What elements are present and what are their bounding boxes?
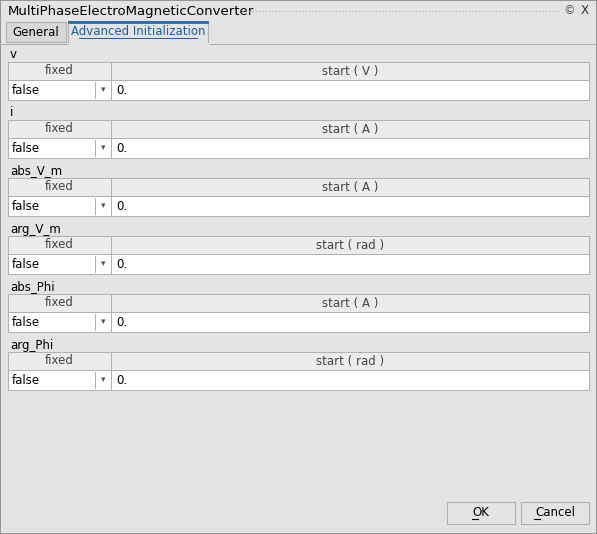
Text: 0.: 0. (116, 83, 127, 97)
Bar (68, 21, 208, 44)
Text: 0.: 0. (116, 373, 127, 387)
Text: fixed: fixed (45, 355, 74, 367)
Text: MultiPhaseElectroMagneticConverter: MultiPhaseElectroMagneticConverter (8, 4, 254, 18)
Text: start ( A ): start ( A ) (322, 296, 378, 310)
Bar (6, 22, 66, 42)
Text: OK: OK (473, 507, 490, 520)
Text: false: false (12, 316, 40, 328)
Text: false: false (12, 373, 40, 387)
Text: start ( rad ): start ( rad ) (316, 239, 384, 252)
Bar (8, 294, 589, 312)
Bar (521, 502, 589, 524)
Text: abs_Phi: abs_Phi (10, 280, 54, 294)
Text: fixed: fixed (45, 65, 74, 77)
Text: v: v (10, 49, 17, 61)
Text: 0.: 0. (116, 200, 127, 213)
Text: ▾: ▾ (101, 318, 105, 326)
Bar (8, 254, 589, 274)
Bar (8, 120, 589, 138)
Text: ▾: ▾ (101, 144, 105, 153)
Text: fixed: fixed (45, 122, 74, 136)
Text: fixed: fixed (45, 296, 74, 310)
Bar (8, 62, 589, 80)
Bar (8, 178, 589, 196)
Text: start ( A ): start ( A ) (322, 122, 378, 136)
Text: false: false (12, 83, 40, 97)
Text: X: X (581, 4, 589, 18)
Text: arg_V_m: arg_V_m (10, 223, 61, 235)
Text: ©: © (563, 4, 575, 18)
Text: start ( A ): start ( A ) (322, 180, 378, 193)
Text: abs_V_m: abs_V_m (10, 164, 62, 177)
Text: start ( rad ): start ( rad ) (316, 355, 384, 367)
Text: false: false (12, 142, 40, 154)
Text: i: i (10, 106, 13, 120)
Text: Advanced Initialization: Advanced Initialization (71, 25, 205, 38)
Bar (8, 196, 589, 216)
Bar (8, 370, 589, 390)
Text: arg_Phi: arg_Phi (10, 339, 53, 351)
Text: fixed: fixed (45, 180, 74, 193)
Text: ▾: ▾ (101, 85, 105, 95)
Text: Cancel: Cancel (535, 507, 575, 520)
Bar (447, 502, 515, 524)
Text: 0.: 0. (116, 316, 127, 328)
Text: false: false (12, 257, 40, 271)
Bar (8, 138, 589, 158)
Text: ▾: ▾ (101, 375, 105, 384)
Bar (8, 352, 589, 370)
Text: start ( V ): start ( V ) (322, 65, 378, 77)
Text: 0.: 0. (116, 257, 127, 271)
Bar (8, 312, 589, 332)
Text: ▾: ▾ (101, 260, 105, 269)
Bar (8, 80, 589, 100)
Text: false: false (12, 200, 40, 213)
Text: ▾: ▾ (101, 201, 105, 210)
Text: fixed: fixed (45, 239, 74, 252)
Bar (8, 236, 589, 254)
Text: 0.: 0. (116, 142, 127, 154)
Text: General: General (13, 26, 59, 38)
